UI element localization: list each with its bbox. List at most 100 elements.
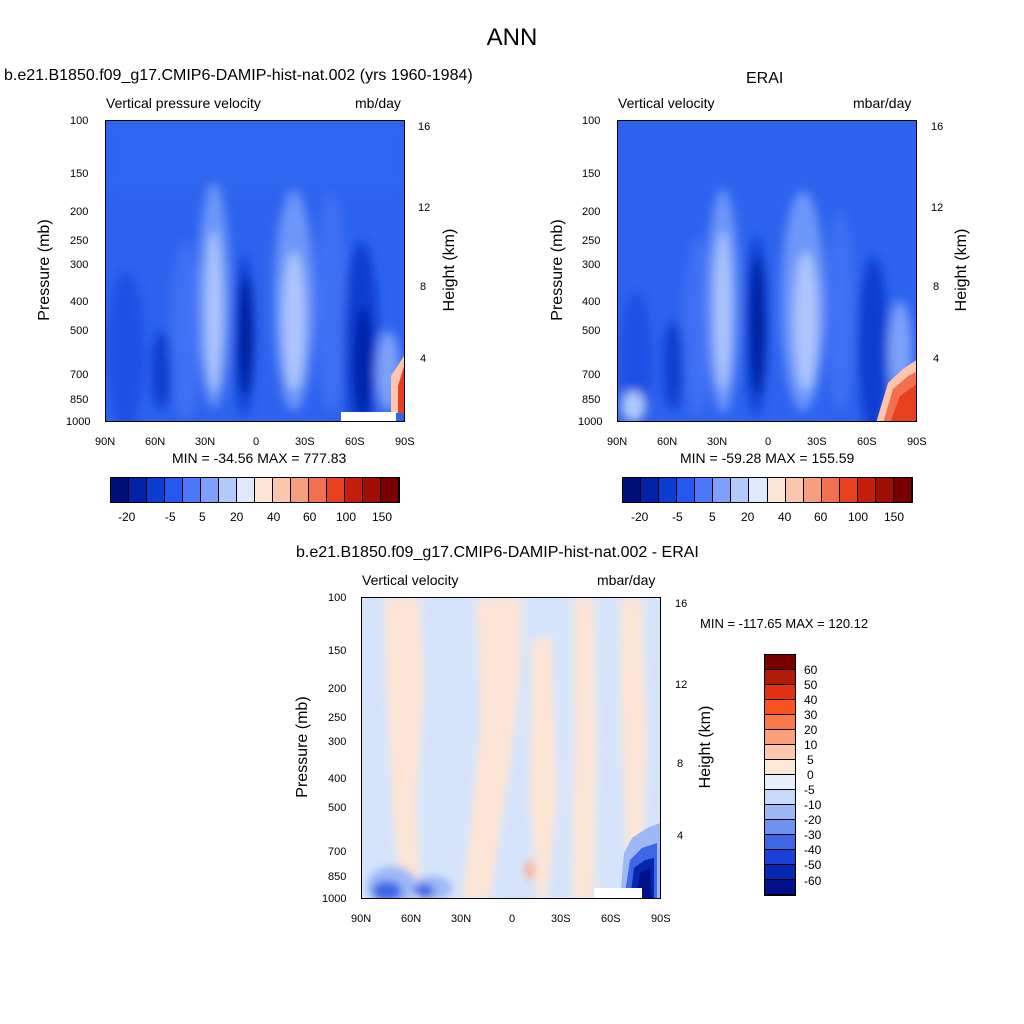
lat-tick-label: 30S [295, 436, 315, 448]
colorbar-swatch [804, 478, 822, 502]
lat-tick-label: 30N [451, 913, 471, 925]
panel-obs-header: ERAI [746, 70, 783, 88]
colorbar-top [110, 477, 400, 503]
h-tick-label: 4 [677, 830, 683, 842]
p-tick-label: 300 [328, 736, 346, 748]
colorbar-tick-label: 150 [884, 510, 904, 524]
p-tick-label: 250 [70, 235, 88, 247]
colorbar-swatch [695, 478, 713, 502]
h-tick-label: 4 [933, 353, 939, 365]
colorbar-tick-label: -20 [631, 510, 648, 524]
colorbar-tick-label: 40 [267, 510, 280, 524]
colorbar-swatch [659, 478, 677, 502]
colorbar-swatch [219, 478, 237, 502]
colorbar-swatch [327, 478, 345, 502]
colorbar-swatch [183, 478, 201, 502]
lat-tick-label: 90S [907, 436, 927, 448]
colorbar-swatch [765, 670, 795, 685]
panel-model-stats: MIN = -34.56 MAX = 777.83 [172, 450, 346, 466]
p-tick-label: 100 [582, 115, 600, 127]
h-tick-label: 16 [418, 121, 430, 133]
colorbar-swatch [749, 478, 767, 502]
colorbar-swatch [677, 478, 695, 502]
y-axis-label-pressure: Pressure (mb) [36, 210, 54, 330]
h-tick-label: 4 [420, 353, 426, 365]
p-tick-label: 200 [328, 683, 346, 695]
p-tick-label: 700 [582, 369, 600, 381]
panel-obs-variable: Vertical velocity [618, 95, 714, 111]
colorbar-tick-label: -20 [118, 510, 135, 524]
lat-tick-label: 60N [657, 436, 677, 448]
colorbar-swatch [273, 478, 291, 502]
colorbar-swatch [255, 478, 273, 502]
colorbar-tick-label: -5 [672, 510, 683, 524]
p-tick-label: 500 [328, 802, 346, 814]
colorbar-swatch [381, 478, 399, 502]
h-tick-label: 12 [675, 679, 687, 691]
lat-tick-label: 30N [707, 436, 727, 448]
colorbar-tick-label: -5 [165, 510, 176, 524]
colorbar-tick-label: -30 [804, 828, 821, 842]
p-tick-label: 150 [582, 168, 600, 180]
colorbar-swatch [111, 478, 129, 502]
colorbar-swatch [641, 478, 659, 502]
lat-tick-label: 90S [651, 913, 671, 925]
colorbar-swatch [858, 478, 876, 502]
p-tick-label: 200 [70, 206, 88, 218]
p-tick-label: 100 [70, 115, 88, 127]
panel-model-variable: Vertical pressure velocity [106, 95, 261, 111]
panel-obs-units: mbar/day [853, 95, 911, 111]
colorbar-swatch [765, 745, 795, 760]
lat-tick-label: 0 [765, 436, 771, 448]
colorbar-swatch [765, 655, 795, 670]
figure-title: ANN [0, 24, 1024, 52]
colorbar-tick-label: 20 [804, 723, 817, 737]
p-tick-label: 400 [328, 773, 346, 785]
colorbar-tick-label: -20 [804, 813, 821, 827]
panel-obs-stats: MIN = -59.28 MAX = 155.59 [680, 450, 854, 466]
colorbar-tick-label: 40 [778, 510, 791, 524]
colorbar-tick-label: 5 [199, 510, 206, 524]
colorbar-tick-label: 60 [804, 663, 817, 677]
colorbar-tick-label: -10 [804, 798, 821, 812]
p-tick-label: 250 [328, 712, 346, 724]
lat-tick-label: 0 [509, 913, 515, 925]
colorbar-swatch [129, 478, 147, 502]
p-tick-label: 850 [328, 871, 346, 883]
lat-tick-label: 30S [551, 913, 571, 925]
lat-tick-label: 60S [857, 436, 877, 448]
panel-diff-units: mbar/day [597, 572, 655, 588]
panel-model-header: b.e21.B1850.f09_g17.CMIP6-DAMIP-hist-nat… [4, 67, 473, 85]
colorbar-swatch [765, 730, 795, 745]
colorbar-swatch [765, 850, 795, 865]
panel-obs-contour-plot [617, 120, 917, 422]
p-tick-label: 500 [582, 325, 600, 337]
p-tick-label: 500 [70, 325, 88, 337]
p-tick-label: 1000 [578, 416, 602, 428]
h-tick-label: 16 [931, 121, 943, 133]
h-tick-label: 12 [418, 202, 430, 214]
panel-model-units: mb/day [355, 95, 401, 111]
lat-tick-label: 90S [395, 436, 415, 448]
h-tick-label: 8 [420, 281, 426, 293]
colorbar-tick-label: 20 [230, 510, 243, 524]
colorbar-swatch [713, 478, 731, 502]
colorbar-tick-label: 20 [741, 510, 754, 524]
colorbar-swatch [731, 478, 749, 502]
h-tick-label: 8 [933, 281, 939, 293]
panel-diff-stats: MIN = -117.65 MAX = 120.12 [700, 616, 868, 631]
p-tick-label: 150 [70, 168, 88, 180]
lat-tick-label: 90N [351, 913, 371, 925]
colorbar-tick-label: -40 [804, 843, 821, 857]
lat-tick-label: 90N [607, 436, 627, 448]
colorbar-swatch [765, 790, 795, 805]
p-tick-label: 400 [582, 296, 600, 308]
colorbar-swatch [765, 835, 795, 850]
y-axis-label-height: Height (km) [697, 697, 715, 797]
colorbar-swatch [765, 775, 795, 790]
colorbar-swatch [840, 478, 858, 502]
p-tick-label: 700 [328, 846, 346, 858]
colorbar-swatch [822, 478, 840, 502]
colorbar-swatch [876, 478, 894, 502]
colorbar-swatch [768, 478, 786, 502]
